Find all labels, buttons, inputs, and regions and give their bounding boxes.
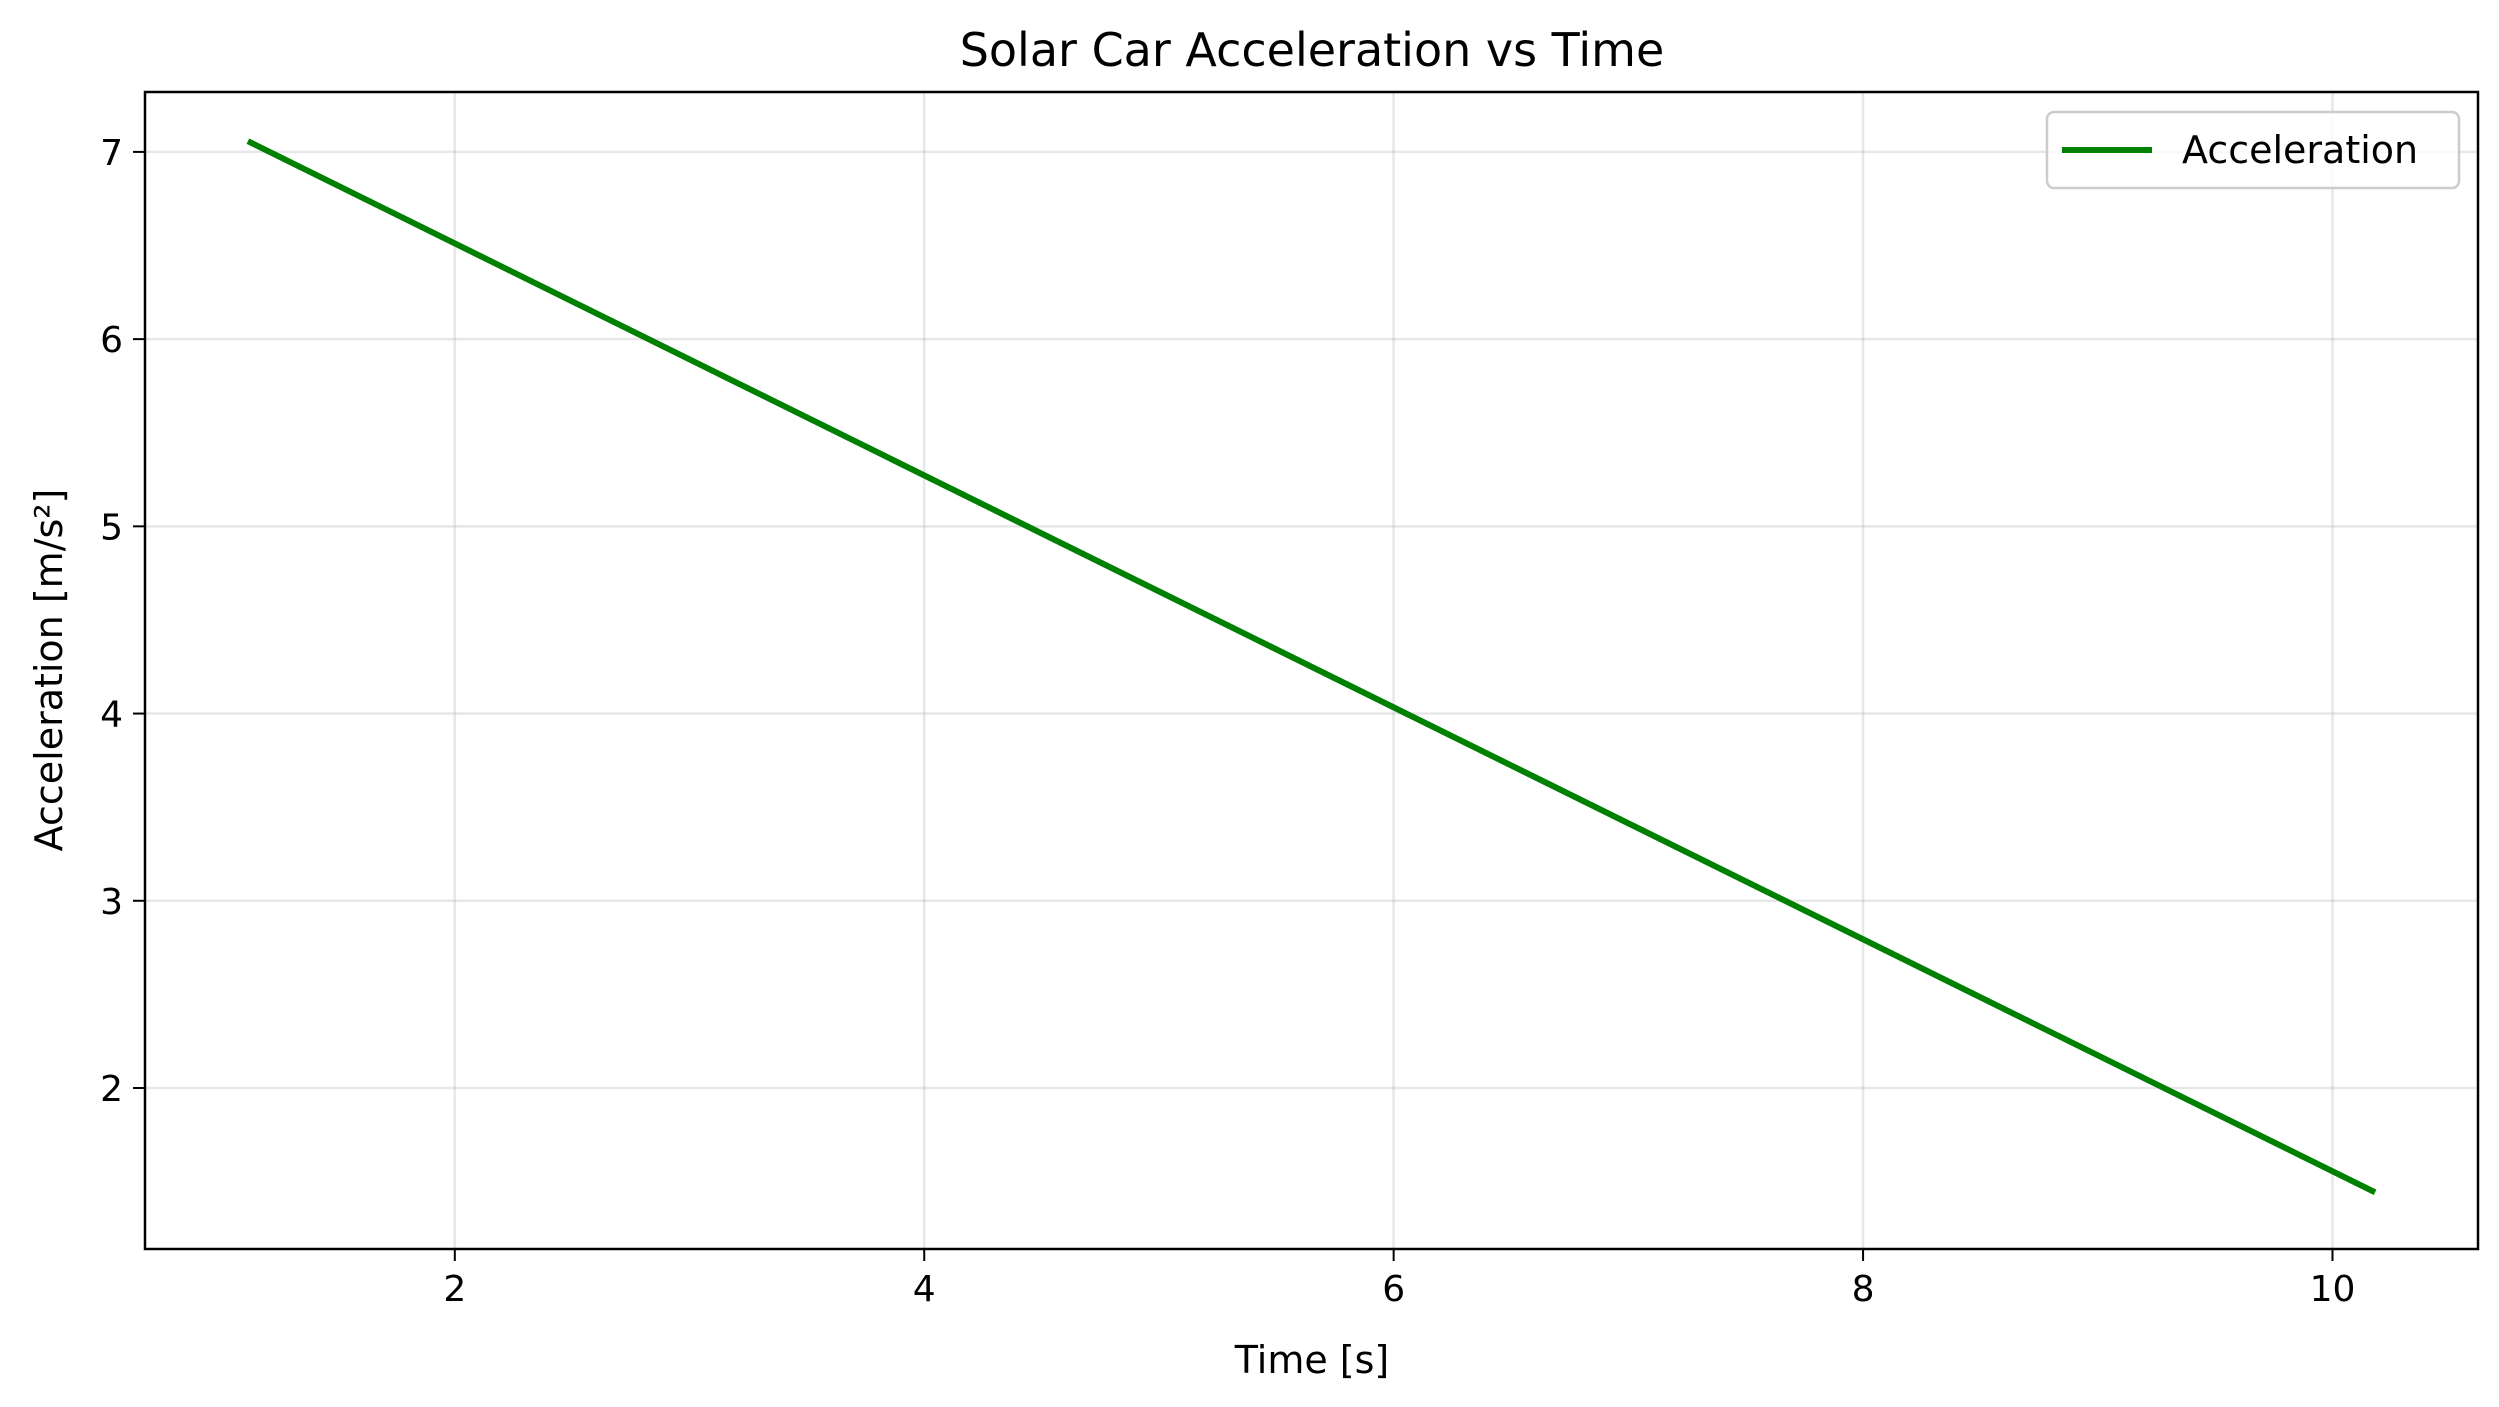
x-tick-label-2: 2 <box>443 1269 466 1310</box>
x-tick-label-8: 8 <box>1852 1269 1875 1310</box>
grid <box>145 92 2478 1249</box>
series-line-acceleration <box>246 138 2377 1196</box>
y-axis: 2 3 4 5 6 7 <box>100 133 145 1110</box>
x-tick-label-6: 6 <box>1382 1269 1405 1310</box>
legend-label-acceleration: Acceleration <box>2182 128 2418 172</box>
chart-title: Solar Car Acceleration vs Time <box>960 23 1665 77</box>
y-tick-label-5: 5 <box>100 507 123 548</box>
x-axis: 2 4 6 8 10 <box>443 1249 2355 1310</box>
series-layer <box>246 138 2377 1196</box>
y-tick-label-2: 2 <box>100 1069 123 1110</box>
y-tick-label-7: 7 <box>100 133 123 174</box>
x-tick-label-10: 10 <box>2310 1269 2356 1310</box>
y-axis-label: Acceleration [m/s²] <box>27 489 71 852</box>
plot-frame <box>143 90 2480 1251</box>
y-tick-label-6: 6 <box>100 320 123 361</box>
plot-area <box>143 90 2480 1251</box>
x-axis-label: Time [s] <box>1234 1338 1390 1382</box>
legend-frame <box>2045 110 2461 190</box>
x-tick-label-4: 4 <box>913 1269 936 1310</box>
y-tick-label-4: 4 <box>100 695 123 736</box>
y-tick-label-3: 3 <box>100 882 123 923</box>
legend: Acceleration <box>2045 110 2461 190</box>
